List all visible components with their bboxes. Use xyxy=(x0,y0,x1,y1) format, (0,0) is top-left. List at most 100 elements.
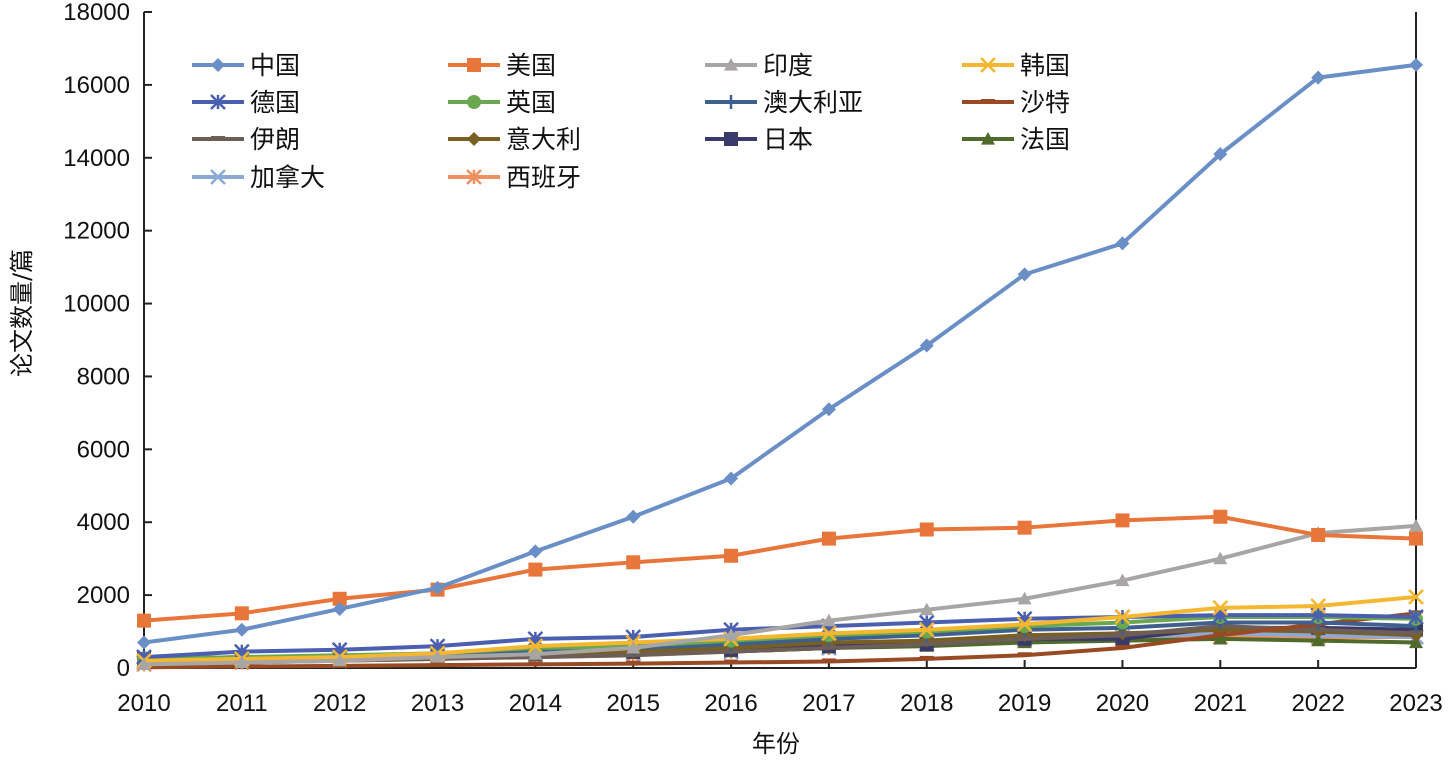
data-point xyxy=(1408,609,1424,625)
legend-item: 意大利 xyxy=(448,125,581,154)
y-tick-label: 8000 xyxy=(77,363,130,390)
series-line xyxy=(143,523,1417,667)
marker-shape xyxy=(1017,591,1032,605)
marker-shape xyxy=(466,169,482,185)
data-point xyxy=(528,562,543,577)
marker-shape xyxy=(332,591,347,606)
x-tick-label: 2015 xyxy=(607,690,660,717)
legend-item: 伊朗 xyxy=(192,125,300,154)
marker-shape xyxy=(724,548,739,563)
series-1 xyxy=(137,509,1423,628)
marker-shape xyxy=(234,622,249,637)
data-point xyxy=(919,641,934,645)
data-point xyxy=(626,660,641,664)
marker-shape xyxy=(1409,531,1423,546)
x-marker xyxy=(210,169,226,185)
data-point xyxy=(724,471,739,486)
y-axis-title: 论文数量/篇 xyxy=(8,249,36,377)
data-point xyxy=(1409,518,1423,532)
x-tick-label: 2016 xyxy=(704,690,757,717)
marker-shape xyxy=(980,57,996,73)
y-tick-label: 12000 xyxy=(63,218,130,245)
circle-marker xyxy=(467,95,481,109)
marker-shape xyxy=(467,132,481,146)
marker-shape xyxy=(1408,589,1424,605)
marker-shape xyxy=(918,614,935,631)
marker-shape xyxy=(527,638,544,655)
marker-shape xyxy=(1016,616,1033,633)
marker-shape xyxy=(821,644,836,648)
y-tick-label: 10000 xyxy=(63,291,130,318)
marker-shape xyxy=(626,555,641,570)
marker-shape xyxy=(724,628,739,641)
legend-label: 印度 xyxy=(763,51,813,80)
data-point xyxy=(626,555,641,570)
legend-item: 英国 xyxy=(448,88,556,117)
marker-shape xyxy=(1115,644,1130,648)
x-axis-title: 年份 xyxy=(752,730,800,758)
marker-shape xyxy=(528,544,543,559)
marker-shape xyxy=(821,658,836,662)
legend-label: 中国 xyxy=(250,51,300,80)
legend-item: 美国 xyxy=(448,51,556,80)
series-0 xyxy=(137,57,1423,650)
marker-shape xyxy=(1213,632,1228,636)
legend-item: 沙特 xyxy=(962,88,1070,117)
marker-shape xyxy=(430,662,445,666)
marker-shape xyxy=(467,58,481,72)
data-point xyxy=(821,644,836,648)
marker-shape xyxy=(1409,518,1423,532)
marker-shape xyxy=(210,169,226,185)
data-point xyxy=(1213,147,1228,162)
x-tick-label: 2019 xyxy=(998,690,1051,717)
data-point xyxy=(1114,609,1131,625)
series-line xyxy=(143,62,1417,645)
legend-label: 沙特 xyxy=(1020,88,1070,117)
data-point xyxy=(918,621,935,638)
data-point xyxy=(919,655,934,659)
data-point xyxy=(1017,520,1032,535)
diamond-marker xyxy=(467,132,481,146)
marker-shape xyxy=(1212,607,1229,624)
legend-label: 法国 xyxy=(1020,125,1070,154)
data-point xyxy=(1017,591,1032,605)
marker-shape xyxy=(981,132,995,145)
marker-shape xyxy=(1310,598,1327,614)
diamond-marker xyxy=(211,58,225,72)
marker-shape xyxy=(1017,652,1032,656)
y-tick-label: 16000 xyxy=(63,72,130,99)
data-point xyxy=(919,338,934,353)
x-tick-label: 2020 xyxy=(1096,690,1149,717)
data-point xyxy=(1017,267,1032,282)
marker-shape xyxy=(724,58,738,71)
data-point xyxy=(332,653,347,667)
marker-shape xyxy=(919,522,934,537)
marker-shape xyxy=(821,531,836,546)
data-point xyxy=(527,630,544,647)
triangle-marker xyxy=(724,58,738,71)
marker-shape xyxy=(1213,631,1228,645)
marker-shape xyxy=(918,621,935,638)
marker-shape xyxy=(137,657,151,670)
data-point xyxy=(527,638,544,655)
legend-item: 日本 xyxy=(705,125,813,154)
marker-shape xyxy=(210,94,226,110)
legend-item: 加拿大 xyxy=(192,163,325,192)
marker-shape xyxy=(1213,147,1228,162)
data-point xyxy=(1310,598,1327,614)
marker-shape xyxy=(1115,573,1130,587)
data-point xyxy=(821,625,837,642)
asterisk-marker xyxy=(466,169,482,185)
legend-item: 西班牙 xyxy=(448,163,581,192)
data-point xyxy=(918,614,935,631)
x-tick-label: 2012 xyxy=(313,690,366,717)
marker-shape xyxy=(527,630,544,647)
marker-shape xyxy=(1213,551,1228,565)
data-point xyxy=(430,580,445,595)
marker-shape xyxy=(1213,509,1228,524)
data-point xyxy=(626,640,641,654)
data-point xyxy=(821,658,836,662)
data-point xyxy=(1115,644,1130,648)
legend-label: 意大利 xyxy=(506,125,581,154)
